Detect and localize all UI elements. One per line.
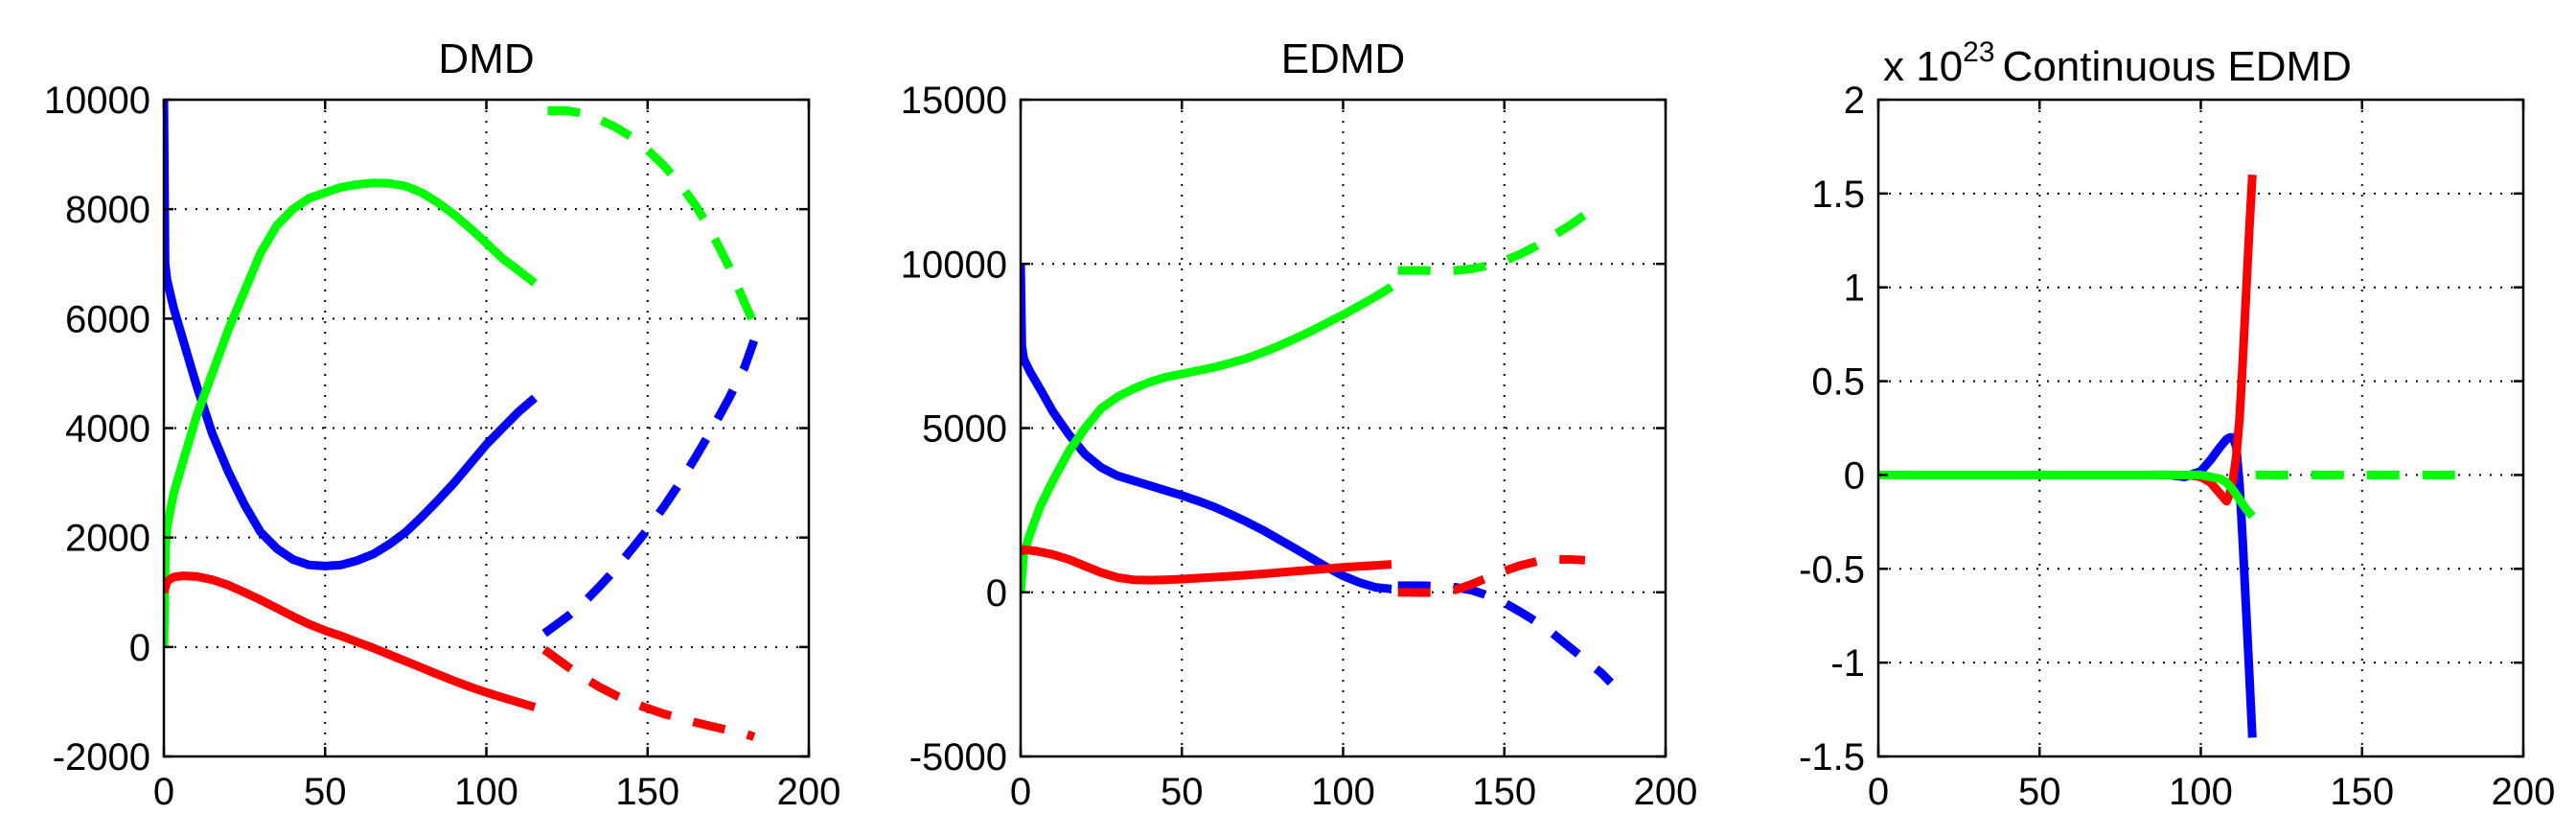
series-line-3 [547, 105, 758, 326]
x-tick-label: 50 [304, 771, 347, 813]
series-group [1878, 174, 2469, 738]
y-tick-label: 0 [986, 572, 1007, 615]
series-line-4 [1397, 581, 1614, 686]
x-tick-label: 150 [2330, 771, 2394, 813]
y-tick-label: 8000 [65, 189, 150, 231]
series-line-0 [1021, 264, 1392, 593]
chart-title: DMD [438, 35, 534, 82]
series-line-5 [541, 646, 756, 741]
x-tick-label: 0 [1868, 771, 1889, 813]
y-tick-label: 0 [129, 627, 150, 669]
y-tick-label: 10000 [44, 80, 150, 122]
series-group [1021, 211, 1614, 686]
grid [164, 100, 809, 756]
y-tick-label: 0.5 [1811, 361, 1865, 404]
x-tick-label: 50 [1161, 771, 1204, 813]
y-tick-label: -5000 [909, 736, 1007, 779]
x-tick-label: 50 [2018, 771, 2061, 813]
x-tick-label: 0 [153, 771, 174, 813]
series-line-2 [1878, 470, 2256, 520]
x-tick-label: 200 [2492, 771, 2556, 813]
subplot-continuous-edmd: 0 50 100 150 200 -1.5 -1 -0.5 0 0.5 1 1.5 2 x 1023 Con… [1799, 36, 2555, 813]
y-tick-label: -1.5 [1799, 736, 1865, 779]
y-tick-label: 1 [1844, 267, 1865, 310]
series-line-4 [541, 338, 759, 638]
y-tick-label: -0.5 [1799, 548, 1865, 591]
x-tick-label: 150 [615, 771, 679, 813]
grid [1878, 100, 2523, 756]
grid [1021, 100, 1666, 756]
series-line-0 [164, 100, 538, 570]
x-tick-label: 150 [1472, 771, 1536, 813]
subplot-dmd: 0 50 100 150 200-20000200040006000800010000D… [44, 35, 841, 813]
y-tick-label: 5000 [922, 408, 1007, 451]
y-tick-label: 6000 [65, 298, 150, 340]
y-tick-label: 2 [1844, 80, 1865, 122]
series-line-1 [1021, 283, 1394, 593]
x-tick-label: 200 [1634, 771, 1698, 813]
series-line-2 [1021, 545, 1392, 585]
chart-title: EDMD [1281, 35, 1406, 82]
y-tick-label: 2000 [65, 518, 150, 560]
x-tick-label: 100 [1311, 771, 1375, 813]
x-tick-label: 0 [1010, 771, 1031, 813]
x-tick-label: 100 [454, 771, 518, 813]
y-tick-label: 4000 [65, 408, 150, 451]
y-tick-label: -1 [1830, 642, 1865, 685]
y-tick-label: 0 [1844, 454, 1865, 497]
series-line-1 [164, 178, 538, 647]
x-tick-label: 100 [2169, 771, 2233, 813]
series-line-2 [164, 571, 537, 711]
series-group [164, 100, 759, 741]
y-tick-label: -2000 [53, 736, 150, 779]
y-tick-label: 15000 [901, 80, 1007, 122]
exponent-label: x 1023 Continuous EDMD [1883, 36, 2352, 90]
y-tick-label: 1.5 [1811, 174, 1865, 216]
x-tick-label: 200 [777, 771, 841, 813]
y-tick-label: 10000 [901, 244, 1007, 286]
